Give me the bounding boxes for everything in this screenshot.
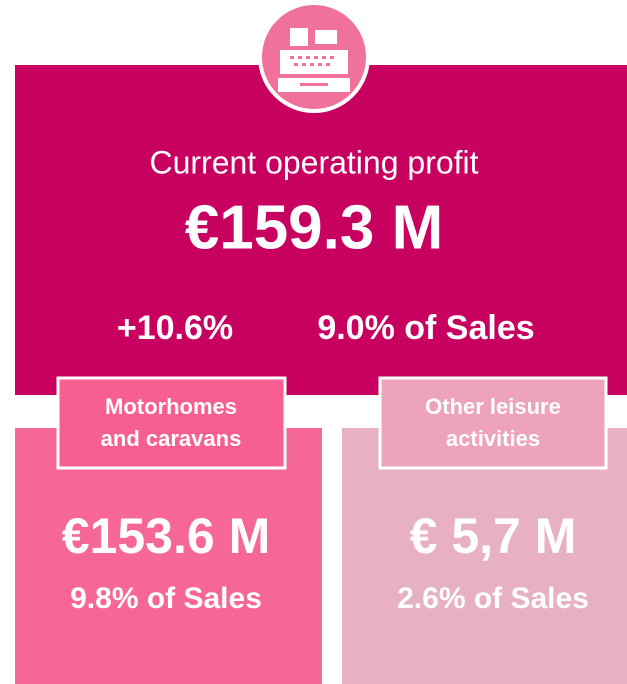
share: 9.0% of Sales (317, 309, 534, 347)
segment-label-box (378, 376, 608, 470)
segment-value: € 5,7 M (410, 508, 577, 564)
segment-share: 9.8% of Sales (70, 582, 262, 615)
register-icon (258, 1, 370, 113)
segment-value: €153.6 M (62, 508, 270, 564)
segment-share: 2.6% of Sales (397, 582, 589, 615)
segment-label-box (56, 376, 287, 470)
growth: +10.6% (117, 309, 233, 347)
segment-panel (15, 428, 322, 684)
title: Current operating profit (149, 144, 478, 180)
segment-label: Other leisure (425, 394, 561, 419)
segment-label: Motorhomes (105, 394, 237, 419)
segment-label: activities (446, 426, 540, 451)
main-value: €159.3 M (185, 193, 444, 262)
main-panel (15, 65, 627, 395)
segment-panel (342, 428, 627, 684)
segment-label: and caravans (101, 426, 242, 451)
